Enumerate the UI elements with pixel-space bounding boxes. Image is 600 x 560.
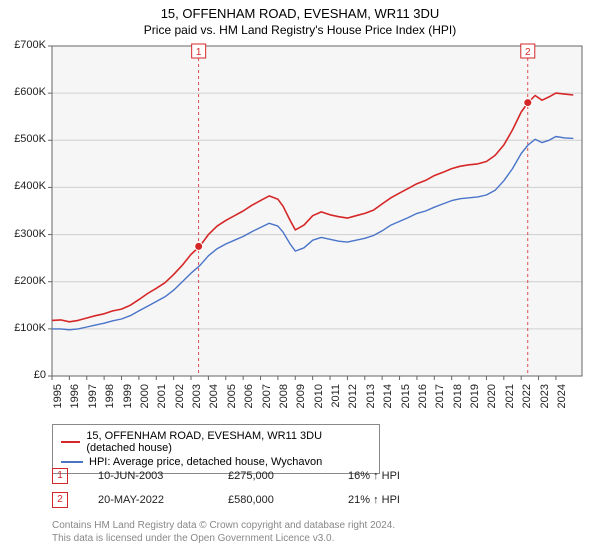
sale-price: £580,000 — [228, 494, 274, 506]
y-tick-label: £600K — [6, 86, 46, 98]
x-tick-label: 2007 — [261, 384, 273, 424]
x-tick-label: 2004 — [208, 384, 220, 424]
x-tick-label: 2012 — [347, 384, 359, 424]
sale-date: 20-MAY-2022 — [98, 494, 164, 506]
x-tick-label: 2013 — [365, 384, 377, 424]
x-tick-label: 2021 — [504, 384, 516, 424]
legend-label: HPI: Average price, detached house, Wych… — [89, 456, 322, 468]
sale-row: 1 10-JUN-2003 £275,000 16% ↑ HPI — [52, 468, 472, 484]
legend-box: 15, OFFENHAM ROAD, EVESHAM, WR11 3DU (de… — [52, 424, 380, 474]
attribution-line2: This data is licensed under the Open Gov… — [52, 533, 395, 546]
attribution-line1: Contains HM Land Registry data © Crown c… — [52, 520, 395, 533]
y-tick-label: £0 — [6, 369, 46, 381]
chart-container: 15, OFFENHAM ROAD, EVESHAM, WR11 3DU Pri… — [0, 0, 600, 560]
legend-item: HPI: Average price, detached house, Wych… — [61, 455, 371, 469]
y-tick-label: £700K — [6, 39, 46, 51]
sale-badge: 1 — [52, 468, 68, 484]
svg-text:2: 2 — [525, 47, 531, 58]
y-tick-label: £500K — [6, 133, 46, 145]
legend-swatch — [61, 441, 80, 443]
x-tick-label: 2022 — [521, 384, 533, 424]
x-tick-label: 2005 — [226, 384, 238, 424]
x-tick-label: 2001 — [156, 384, 168, 424]
attribution: Contains HM Land Registry data © Crown c… — [52, 520, 395, 545]
x-tick-label: 2009 — [295, 384, 307, 424]
y-tick-label: £400K — [6, 180, 46, 192]
x-tick-label: 2015 — [400, 384, 412, 424]
x-tick-label: 2003 — [191, 384, 203, 424]
legend-swatch — [61, 461, 83, 463]
x-tick-label: 1995 — [52, 384, 64, 424]
x-tick-label: 1997 — [87, 384, 99, 424]
svg-text:1: 1 — [196, 47, 202, 58]
x-tick-label: 2008 — [278, 384, 290, 424]
y-tick-label: £200K — [6, 275, 46, 287]
sale-row: 2 20-MAY-2022 £580,000 21% ↑ HPI — [52, 492, 472, 508]
sale-date: 10-JUN-2003 — [98, 470, 163, 482]
sale-price: £275,000 — [228, 470, 274, 482]
x-tick-label: 2000 — [139, 384, 151, 424]
x-tick-label: 2020 — [486, 384, 498, 424]
x-tick-label: 1996 — [69, 384, 81, 424]
x-tick-label: 2014 — [382, 384, 394, 424]
sale-pct: 21% ↑ HPI — [348, 494, 400, 506]
x-tick-label: 1999 — [122, 384, 134, 424]
x-tick-label: 2023 — [539, 384, 551, 424]
legend-item: 15, OFFENHAM ROAD, EVESHAM, WR11 3DU (de… — [61, 429, 371, 455]
x-tick-label: 2006 — [243, 384, 255, 424]
legend-label: 15, OFFENHAM ROAD, EVESHAM, WR11 3DU (de… — [86, 430, 371, 454]
x-tick-label: 2017 — [434, 384, 446, 424]
x-tick-label: 1998 — [104, 384, 116, 424]
sale-badge: 2 — [52, 492, 68, 508]
x-tick-label: 2002 — [174, 384, 186, 424]
x-tick-label: 2011 — [330, 384, 342, 424]
x-tick-label: 2019 — [469, 384, 481, 424]
y-tick-label: £100K — [6, 322, 46, 334]
x-tick-label: 2018 — [452, 384, 464, 424]
x-tick-label: 2010 — [313, 384, 325, 424]
sale-pct: 16% ↑ HPI — [348, 470, 400, 482]
x-tick-label: 2024 — [556, 384, 568, 424]
x-tick-label: 2016 — [417, 384, 429, 424]
y-tick-label: £300K — [6, 228, 46, 240]
